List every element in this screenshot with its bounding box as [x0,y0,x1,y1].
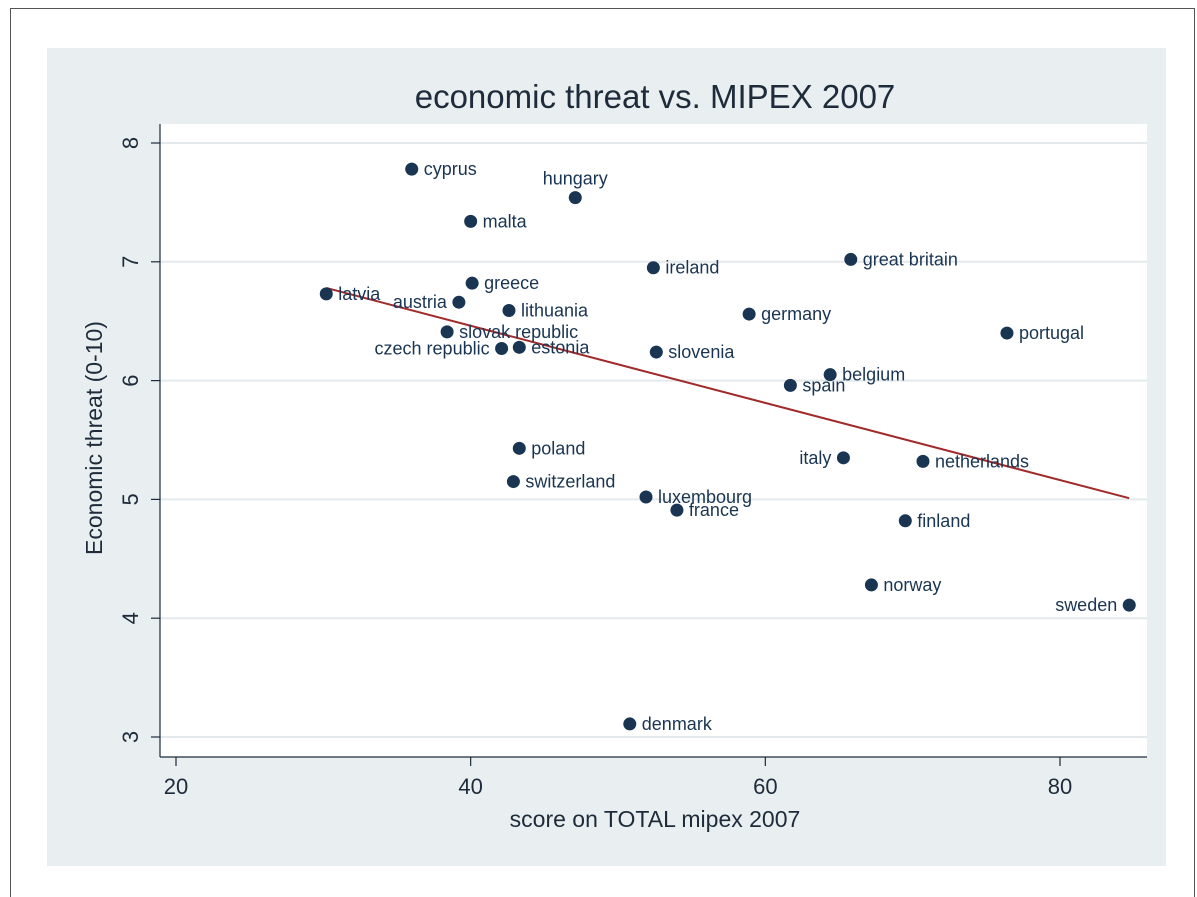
point-label-poland: poland [531,438,585,458]
point-label-switzerland: switzerland [525,472,615,492]
data-point-spain [783,378,797,392]
chart-title: economic threat vs. MIPEX 2007 [415,78,896,115]
data-point-france [670,503,684,517]
point-label-portugal: portugal [1019,323,1084,343]
point-label-estonia: estonia [531,337,590,357]
data-point-czech-republic [495,342,509,356]
point-label-hungary: hungary [543,169,608,189]
y-tick-label: 4 [118,612,143,624]
fit-line [326,286,1130,500]
point-label-greece: greece [484,273,539,293]
data-point-finland [898,514,912,528]
point-label-cyprus: cyprus [424,159,477,179]
y-tick-label: 8 [118,137,143,149]
data-points: cyprus hungary malta ireland great britain gr… [319,159,1136,734]
data-point-estonia [512,340,526,354]
data-point-greece [465,276,479,290]
data-point-latvia [319,287,333,301]
x-axis-label: score on TOTAL mipex 2007 [510,806,801,832]
y-axis-label: Economic threat (0-10) [81,321,107,555]
point-label-finland: finland [917,511,970,531]
point-label-spain: spain [802,375,845,395]
data-point-lithuania [502,304,516,318]
point-label-france: france [689,500,739,520]
point-label-italy: italy [799,448,831,468]
point-label-sweden: sweden [1055,595,1117,615]
data-point-denmark [623,717,637,731]
data-point-sweden [1122,598,1136,612]
point-label-luxembourg: luxembourg [658,487,752,507]
plot-area [160,124,1147,757]
point-label-norway: norway [883,575,941,595]
data-point-italy [836,451,850,465]
data-point-germany [742,307,756,321]
y-tick-label: 5 [118,493,143,505]
x-tick-label: 20 [164,774,188,799]
data-point-ireland [646,261,660,275]
data-point-great-britain [844,252,858,266]
y-tick-label: 6 [118,374,143,386]
data-point-cyprus [405,162,419,176]
point-label-ireland: ireland [665,258,719,278]
x-tick-label: 60 [753,774,777,799]
data-point-slovak-republic [440,325,454,339]
point-label-slovenia: slovenia [668,342,735,362]
point-label-slovak-republic: slovak republic [459,322,578,342]
x-tick-label: 80 [1048,774,1072,799]
data-point-switzerland [506,475,520,489]
x-tick-label: 40 [458,774,482,799]
fit-line-group [326,286,1130,500]
y-tick-label: 7 [118,256,143,268]
point-label-austria: austria [393,292,448,312]
data-point-slovenia [649,345,663,359]
point-label-germany: germany [761,304,831,324]
point-label-great-britain: great britain [863,249,958,269]
data-point-malta [464,214,478,228]
data-point-norway [864,578,878,592]
point-label-netherlands: netherlands [935,451,1029,471]
point-label-lithuania: lithuania [521,301,589,321]
point-label-denmark: denmark [642,714,713,734]
figure-frame [10,8,1195,897]
point-label-belgium: belgium [842,365,905,385]
axis-ticks: 20 40 60 80 3 4 5 6 7 8 [118,137,1072,799]
data-point-belgium [823,368,837,382]
point-label-latvia: latvia [338,284,381,304]
data-point-hungary [568,191,582,205]
point-label-czech-republic: czech republic [375,339,490,359]
point-label-malta: malta [483,211,528,231]
data-point-portugal [1000,326,1014,340]
data-point-poland [512,441,526,455]
data-point-netherlands [916,454,930,468]
data-point-austria [452,295,466,309]
y-tick-label: 3 [118,731,143,743]
data-point-luxembourg [639,490,653,504]
